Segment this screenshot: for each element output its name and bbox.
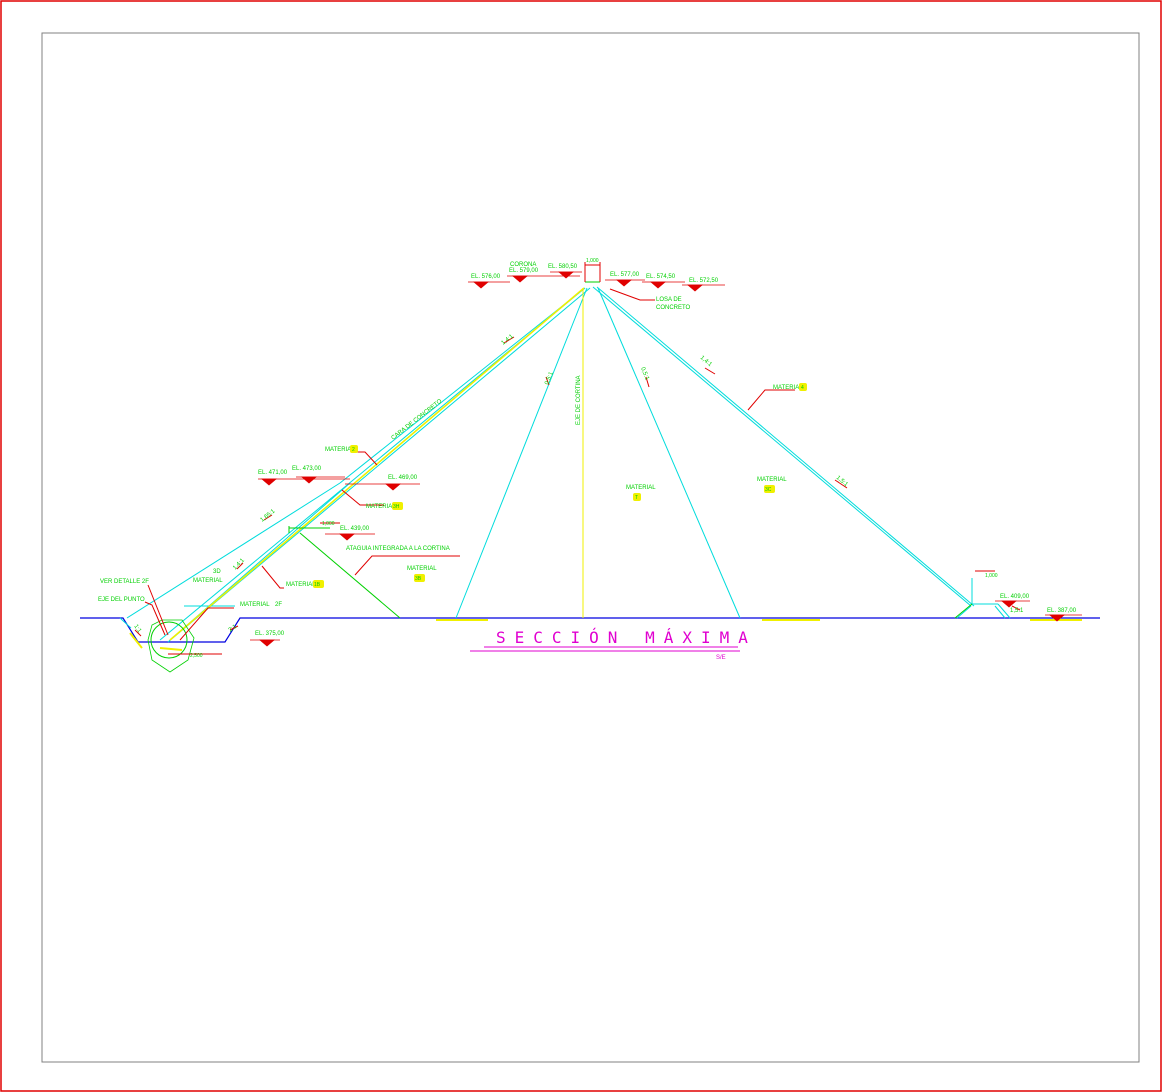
elev-471: EL. 471,00 [258, 470, 288, 476]
slope-downstream-top: 1,4:1 [699, 355, 714, 369]
elev-409: EL. 409,00 [1000, 594, 1030, 600]
material-2-label: MATERIAL [325, 447, 355, 453]
elev-576: EL. 576,00 [471, 274, 501, 280]
ground-line [80, 617, 1100, 643]
ataguia-label: ATAGUIA INTEGRADA A LA CORTINA [346, 546, 450, 552]
dam-outline [119, 286, 1011, 643]
elev-572-5: EL. 572,50 [689, 278, 719, 284]
material-4-label: MATERIAL [773, 385, 803, 391]
elev-473: EL. 473,00 [292, 466, 322, 472]
elev-387: EL. 387,00 [1047, 608, 1077, 614]
material-t-tag: T [635, 495, 638, 501]
upstream-face-label: CARA DE CONCRETO [391, 398, 444, 441]
drawing-title: SECCIÓN MÁXIMA [496, 628, 757, 647]
material-2f-tag: 2F [275, 602, 282, 608]
slope-toe-b: 2:1 [228, 624, 239, 634]
material-3b-tag-bg [414, 574, 425, 582]
material-4-tag: 4 [801, 385, 804, 391]
slope-core-left: 0,5:1 [544, 371, 555, 386]
elevation-markers [250, 271, 1082, 647]
dim-1000-a: 1,000 [322, 521, 335, 527]
material-3c-label: MATERIAL [757, 477, 787, 483]
leader-lines [134, 262, 1021, 655]
material-2-tag: 2 [352, 447, 355, 453]
slope-upstream-toe: 1,4:1 [232, 557, 246, 571]
material-3c-tag-bg [764, 485, 775, 493]
slope-berm: 1,5:1 [1010, 608, 1024, 614]
slope-core-right: 0,5:1 [639, 367, 650, 382]
material-3b-tag: 3B [415, 576, 422, 582]
elev-574-5: EL. 574,50 [646, 274, 676, 280]
elev-469: EL. 469,00 [388, 475, 418, 481]
losa-line2: CONCRETO [656, 305, 691, 311]
detail-octagon [147, 619, 195, 673]
material-3h-label: MATERIAL [366, 504, 396, 510]
dam-axis-label: EJE DE CORTINA [576, 375, 582, 425]
dim-2500: 2,500 [190, 653, 203, 659]
ver-detalle-label: VER DETALLE 2F [100, 579, 149, 585]
losa-line1: LOSA DE [656, 297, 682, 303]
material-t-tag-bg [633, 493, 641, 501]
slope-upstream-lower: 1,65:1 [260, 508, 277, 523]
material-4-tag-bg [799, 383, 807, 391]
dim-1000-b: 1,000 [985, 573, 998, 579]
slope-upstream-main: 1,4:1 [501, 333, 516, 346]
material-3d-tag: 3D [213, 569, 221, 575]
detail-circle [150, 621, 188, 659]
material-2f-label: MATERIAL [240, 602, 270, 608]
material-1b-tag-bg [313, 580, 324, 588]
elev-375: EL. 375,00 [255, 631, 285, 637]
material-3h-tag: 3H [393, 504, 400, 510]
material-3c-tag: 3C [765, 487, 772, 493]
crest-width: 1,000 [586, 258, 599, 264]
elev-439: EL. 439,00 [340, 526, 370, 532]
cofferdam-lines [288, 281, 973, 619]
material-1b-tag: 1B [314, 582, 321, 588]
slope-toe-a: 1:1 [132, 624, 142, 635]
elev-580-5: EL. 580,50 [548, 264, 578, 270]
eje-punto-label: EJE DEL PUNTO [98, 597, 145, 603]
scale-note: S/E [716, 655, 726, 661]
drawing-frame [41, 32, 1140, 1063]
elev-579: EL. 579,00 [509, 268, 539, 274]
material-t-label: MATERIAL [626, 485, 656, 491]
material-3d-label: MATERIAL [193, 578, 223, 584]
material-1b-label: MATERIAL [286, 582, 316, 588]
elev-577: EL. 577,00 [610, 272, 640, 278]
corona-label: CORONA [510, 262, 536, 268]
material-3h-tag-bg [392, 502, 403, 510]
concrete-face [169, 287, 585, 641]
material-3b-label: MATERIAL [407, 566, 437, 572]
material-2-tag-bg [350, 445, 358, 453]
